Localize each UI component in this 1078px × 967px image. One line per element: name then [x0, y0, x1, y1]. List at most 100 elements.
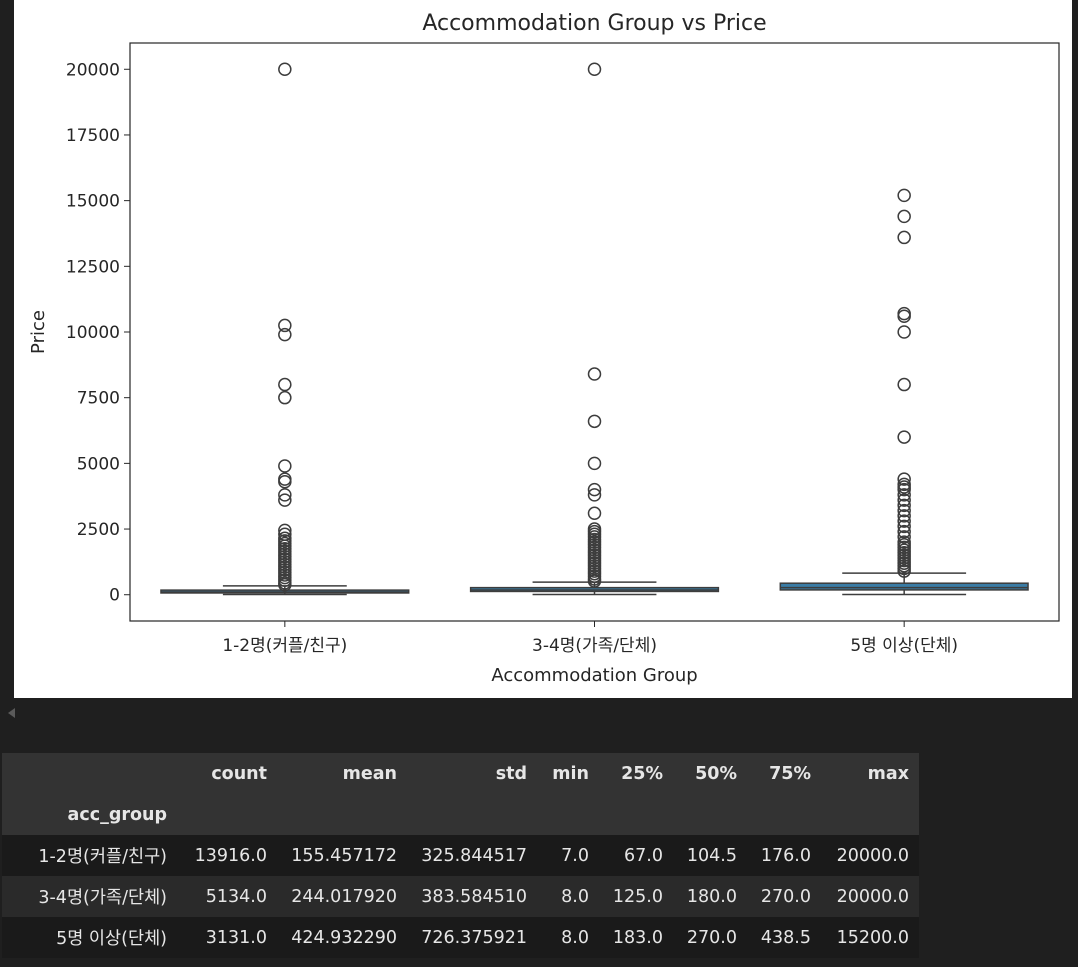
y-tick-label: 12500 — [66, 257, 120, 277]
column-header: 50% — [695, 763, 737, 784]
outlier-point — [587, 414, 602, 429]
index-name-row: acc_group — [2, 794, 919, 835]
outlier-point — [587, 367, 602, 381]
outlier-point — [278, 475, 292, 489]
table-cell: 104.5 — [686, 845, 737, 866]
outlier-point — [587, 62, 602, 77]
y-tick-label: 7500 — [77, 389, 120, 409]
y-tick-label: 10000 — [66, 323, 120, 343]
column-header: 75% — [769, 763, 811, 784]
outlier-point — [897, 306, 911, 321]
column-header: mean — [342, 763, 397, 784]
empty-cell — [599, 794, 673, 835]
outlier-point — [278, 327, 292, 342]
table-cell: 424.932290 — [291, 927, 397, 948]
column-header: std — [495, 763, 527, 784]
y-tick-label: 15000 — [66, 192, 120, 212]
y-tick-label: 17500 — [66, 126, 120, 146]
table-cell: 3131.0 — [205, 927, 267, 948]
outlier-point — [278, 459, 292, 473]
row-label: 1-2명(커플/친구) — [38, 847, 167, 867]
table-row: 3-4명(가족/단체) 5134.0 244.017920 383.584510… — [2, 876, 919, 917]
table-cell: 13916.0 — [194, 845, 267, 866]
plot-output: Accommodation Group vs Price 0 2500 5000 750… — [14, 0, 1072, 698]
table-header-row: count mean std min 25% 50% 75% max — [2, 753, 919, 794]
outlier-point — [587, 506, 602, 521]
y-tick-label: 5000 — [77, 454, 120, 474]
outlier-point — [278, 488, 292, 502]
scroll-left-icon[interactable] — [8, 708, 15, 718]
outlier-point — [897, 509, 911, 523]
table-cell: 383.584510 — [421, 886, 527, 907]
table-cell: 244.017920 — [291, 886, 397, 907]
column-header: max — [867, 763, 909, 784]
empty-cell — [407, 794, 537, 835]
plot-frame — [129, 42, 1060, 622]
row-label: 5명 이상(단체) — [56, 929, 167, 949]
outlier-point — [897, 377, 911, 392]
table-cell: 270.0 — [686, 927, 737, 948]
outlier-point — [897, 230, 911, 245]
table-cell: 20000.0 — [836, 845, 909, 866]
y-axis-label: Price — [28, 310, 49, 354]
outlier-point — [897, 430, 911, 444]
x-axis-label: Accommodation Group — [491, 665, 697, 686]
column-header: min — [552, 763, 589, 784]
outlier-point — [587, 574, 602, 588]
header-corner — [2, 753, 177, 794]
table-cell: 438.5 — [760, 927, 811, 948]
outlier-point — [897, 488, 911, 502]
outlier-point — [897, 514, 911, 528]
table-row: 1-2명(커플/친구) 13916.0 155.457172 325.84451… — [2, 835, 919, 876]
x-tick-label: 1-2명(커플/친구) — [222, 636, 347, 656]
outlier-point — [897, 188, 911, 203]
outlier-point — [587, 482, 602, 497]
outlier-point — [587, 456, 602, 471]
y-tick-label: 20000 — [66, 60, 120, 80]
table-cell: 8.0 — [561, 886, 589, 907]
outlier-point — [897, 564, 911, 578]
table-cell: 15200.0 — [836, 927, 909, 948]
table-cell: 183.0 — [612, 927, 663, 948]
outlier-point — [278, 318, 292, 333]
empty-cell — [821, 794, 919, 835]
empty-cell — [177, 794, 277, 835]
table-cell: 180.0 — [686, 886, 737, 907]
table-cell: 325.844517 — [421, 845, 527, 866]
outlier-point — [897, 309, 911, 323]
chart-title: Accommodation Group vs Price — [422, 11, 766, 36]
y-tick-label: 2500 — [77, 520, 120, 540]
table-cell: 7.0 — [561, 845, 589, 866]
outlier-point — [278, 493, 292, 507]
column-header: count — [211, 763, 267, 784]
x-tick-label: 5명 이상(단체) — [850, 636, 958, 656]
describe-table: count mean std min 25% 50% 75% max acc_g… — [2, 753, 919, 958]
outlier-point — [278, 523, 292, 538]
outlier-point — [897, 519, 911, 534]
outlier-point — [897, 493, 911, 507]
outlier-point — [278, 390, 292, 405]
table-cell: 270.0 — [760, 886, 811, 907]
outlier-point — [897, 503, 911, 518]
y-tick-label: 0 — [109, 586, 120, 606]
outlier-point — [278, 377, 292, 392]
outlier-point — [897, 530, 911, 544]
outlier-point — [897, 482, 911, 497]
table-cell: 176.0 — [760, 845, 811, 866]
column-header: 25% — [621, 763, 663, 784]
table-cell: 5134.0 — [205, 886, 267, 907]
table-cell: 20000.0 — [836, 886, 909, 907]
table-cell: 155.457172 — [291, 845, 397, 866]
boxplot-chart: Accommodation Group vs Price 0 2500 5000 750… — [28, 11, 1060, 686]
outlier-point — [897, 498, 911, 513]
outlier-point — [278, 62, 292, 77]
empty-cell — [747, 794, 821, 835]
row-label: 3-4명(가족/단체) — [38, 888, 167, 908]
outlier-point — [897, 209, 911, 224]
table-cell: 125.0 — [612, 886, 663, 907]
outlier-point — [278, 472, 292, 486]
outlier-point — [897, 524, 911, 539]
empty-cell — [537, 794, 599, 835]
table-row: 5명 이상(단체) 3131.0 424.932290 726.375921 8… — [2, 917, 919, 958]
index-name: acc_group — [67, 804, 167, 825]
